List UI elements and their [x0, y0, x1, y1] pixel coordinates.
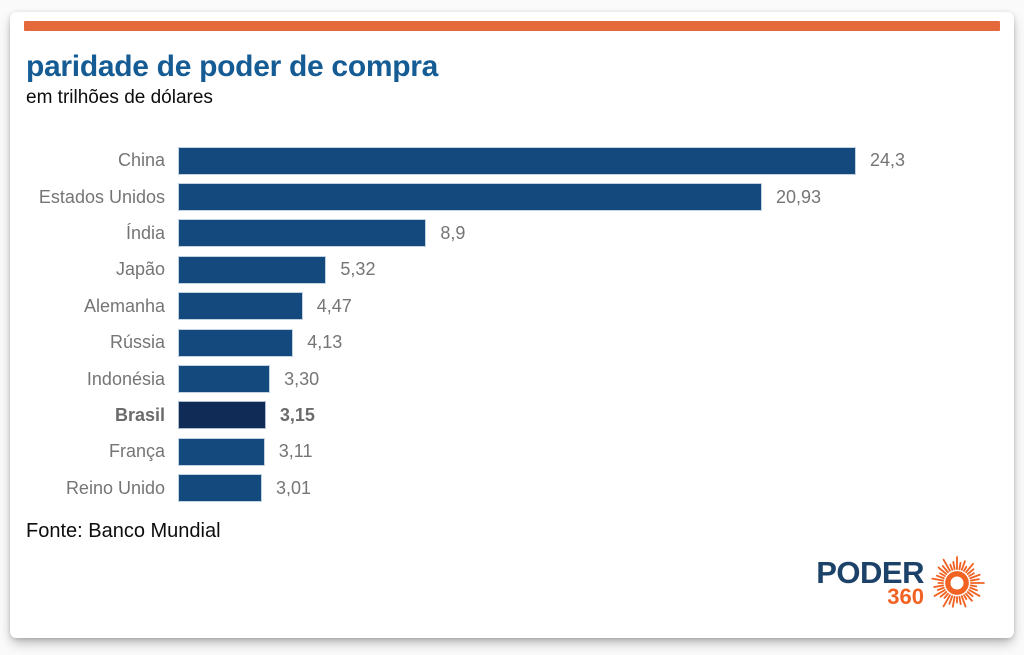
- bar-value: 3,11: [278, 441, 313, 462]
- logo-360-text: 360: [887, 584, 924, 610]
- logo-poder-text: PODER: [816, 554, 924, 590]
- bar-label: China: [117, 150, 165, 171]
- bar: [178, 437, 265, 466]
- bar-row: Brasil 3,15: [26, 397, 1014, 433]
- bar-chart: China 24,3 Estados Unidos 20,93 Índia 8,9 Japã…: [26, 143, 1014, 507]
- bar: [178, 401, 266, 430]
- bar-value: 4,47: [316, 295, 352, 316]
- bar: [178, 146, 856, 175]
- bar-row: Japão 5,32: [26, 252, 1014, 288]
- bar-value: 3,30: [284, 368, 320, 389]
- bar-value: 20,93: [775, 186, 822, 207]
- bar-value: 3,15: [279, 404, 315, 425]
- bar-label: Indonésia: [86, 368, 165, 389]
- bar-label: Alemanha: [83, 295, 165, 316]
- bar-row: Estados Unidos 20,93: [26, 179, 1014, 215]
- bar-label: Índia: [125, 222, 165, 243]
- bar-row: Indonésia 3,30: [26, 361, 1014, 397]
- poder360-logo: PODER 360: [816, 554, 986, 612]
- page-subtitle: em trilhões de dólares: [26, 86, 213, 108]
- bar-row: Rússia 4,13: [26, 324, 1014, 360]
- bar-label: França: [108, 441, 165, 462]
- bar-row: China 24,3: [26, 143, 1014, 179]
- bar-row: França 3,11: [26, 434, 1014, 470]
- bar-value: 8,9: [440, 222, 466, 243]
- bar: [178, 292, 303, 321]
- bar: [178, 328, 294, 357]
- bar: [178, 255, 327, 284]
- bar-value: 5,32: [340, 259, 376, 280]
- bar: [178, 219, 427, 248]
- bar-row: Alemanha 4,47: [26, 288, 1014, 324]
- bar-label: Japão: [115, 259, 165, 280]
- chart-header: paridade de poder de compra em trilhões …: [26, 51, 1014, 109]
- bar-label: Reino Unido: [65, 477, 165, 498]
- bar-label: Rússia: [109, 332, 165, 353]
- bar-label: Estados Unidos: [38, 186, 165, 207]
- bar-row: Reino Unido 3,01: [26, 470, 1014, 506]
- source-text: Fonte: Banco Mundial: [26, 520, 221, 543]
- bar: [178, 474, 262, 503]
- bar-value: 24,3: [870, 150, 906, 171]
- bar-value: 3,01: [275, 477, 312, 498]
- poder360-sunburst-icon: [931, 556, 985, 608]
- top-accent-bar: [24, 21, 1000, 31]
- bar-value: 4,13: [307, 332, 343, 353]
- bar-row: Índia 8,9: [26, 215, 1014, 251]
- logo-wordmark: PODER 360: [816, 554, 924, 610]
- bar-label: Brasil: [114, 404, 165, 425]
- bar: [178, 365, 271, 394]
- infographic-card: paridade de poder de compra em trilhões …: [10, 12, 1014, 638]
- bar: [178, 183, 762, 212]
- page-title: paridade de poder de compra: [26, 50, 439, 83]
